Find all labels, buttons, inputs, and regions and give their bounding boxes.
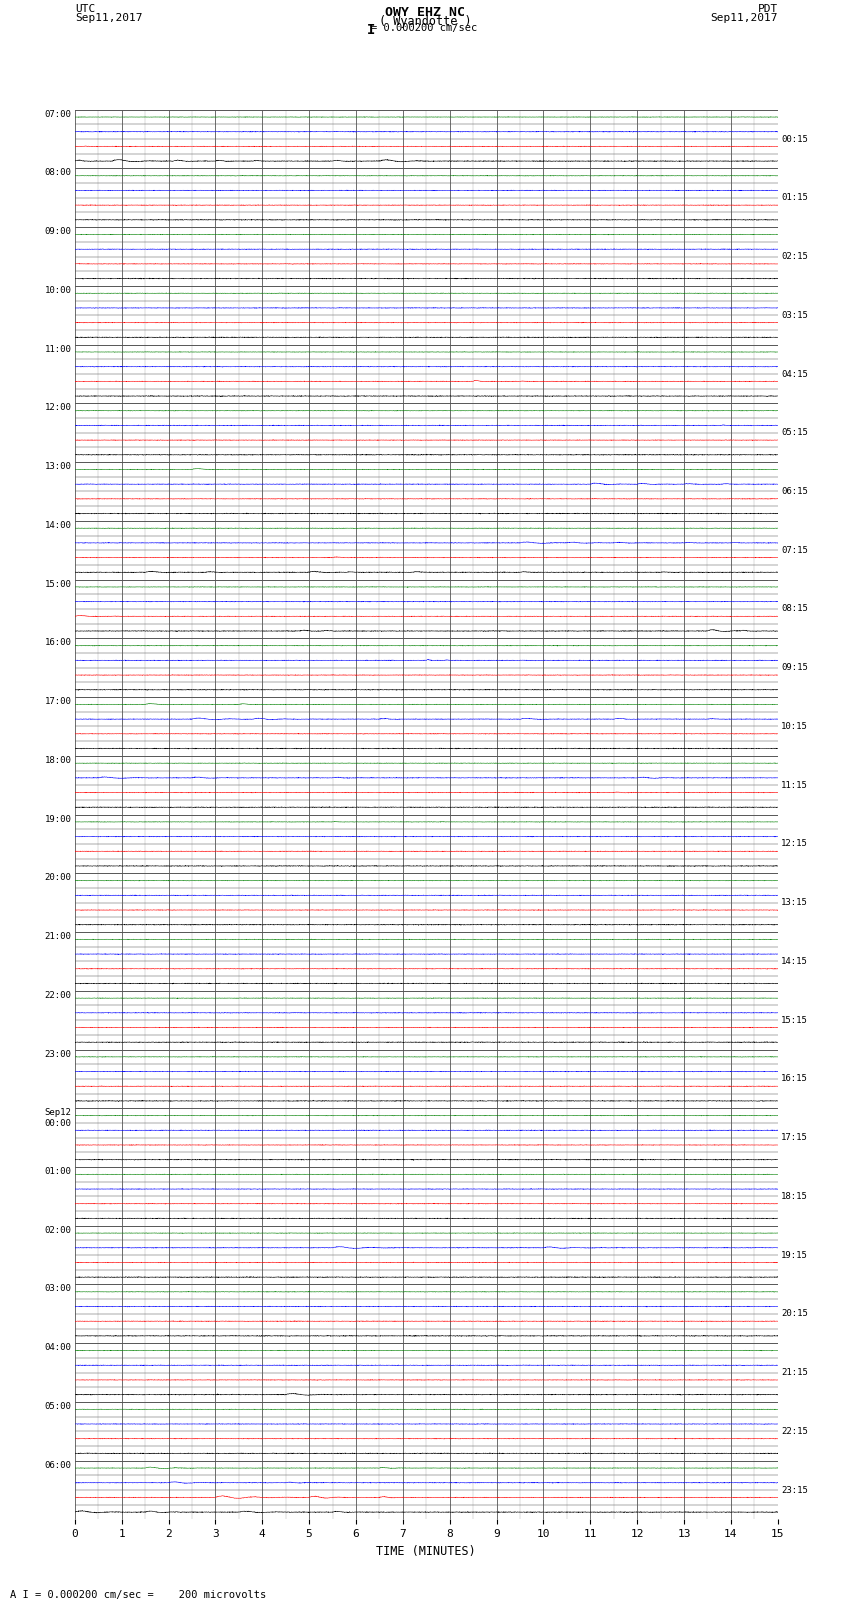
Text: A I = 0.000200 cm/sec =    200 microvolts: A I = 0.000200 cm/sec = 200 microvolts (10, 1590, 266, 1600)
Text: 01:00: 01:00 (44, 1168, 71, 1176)
Text: 23:15: 23:15 (781, 1486, 808, 1495)
Text: 03:00: 03:00 (44, 1284, 71, 1294)
Text: PDT: PDT (757, 5, 778, 15)
Text: Sep11,2017: Sep11,2017 (75, 13, 142, 23)
Text: 08:00: 08:00 (44, 168, 71, 177)
X-axis label: TIME (MINUTES): TIME (MINUTES) (377, 1545, 476, 1558)
Text: 09:15: 09:15 (781, 663, 808, 673)
Text: 11:00: 11:00 (44, 345, 71, 353)
Text: 12:00: 12:00 (44, 403, 71, 413)
Text: 04:15: 04:15 (781, 369, 808, 379)
Text: 07:00: 07:00 (44, 110, 71, 119)
Text: 11:15: 11:15 (781, 781, 808, 790)
Text: 03:15: 03:15 (781, 311, 808, 319)
Text: 05:15: 05:15 (781, 429, 808, 437)
Text: 21:00: 21:00 (44, 932, 71, 940)
Text: 22:00: 22:00 (44, 990, 71, 1000)
Text: 23:00: 23:00 (44, 1050, 71, 1058)
Text: 14:00: 14:00 (44, 521, 71, 529)
Text: = 0.000200 cm/sec: = 0.000200 cm/sec (371, 24, 478, 34)
Text: 19:00: 19:00 (44, 815, 71, 824)
Text: 10:15: 10:15 (781, 723, 808, 731)
Text: 18:00: 18:00 (44, 756, 71, 765)
Text: 09:00: 09:00 (44, 227, 71, 235)
Text: UTC: UTC (75, 5, 95, 15)
Text: 06:15: 06:15 (781, 487, 808, 495)
Text: 01:15: 01:15 (781, 194, 808, 202)
Text: 15:00: 15:00 (44, 579, 71, 589)
Text: 20:15: 20:15 (781, 1310, 808, 1318)
Text: 06:00: 06:00 (44, 1461, 71, 1469)
Text: 18:15: 18:15 (781, 1192, 808, 1200)
Text: 16:15: 16:15 (781, 1074, 808, 1084)
Text: I: I (367, 24, 376, 37)
Text: 07:15: 07:15 (781, 545, 808, 555)
Text: 10:00: 10:00 (44, 286, 71, 295)
Text: 13:15: 13:15 (781, 898, 808, 907)
Text: 16:00: 16:00 (44, 639, 71, 647)
Text: ( Wyandotte ): ( Wyandotte ) (379, 15, 471, 27)
Text: 12:15: 12:15 (781, 839, 808, 848)
Text: 15:15: 15:15 (781, 1016, 808, 1024)
Text: 19:15: 19:15 (781, 1250, 808, 1260)
Text: 17:00: 17:00 (44, 697, 71, 706)
Text: 02:00: 02:00 (44, 1226, 71, 1234)
Text: 04:00: 04:00 (44, 1344, 71, 1352)
Text: Sep12
00:00: Sep12 00:00 (44, 1108, 71, 1127)
Text: 22:15: 22:15 (781, 1428, 808, 1436)
Text: Sep11,2017: Sep11,2017 (711, 13, 778, 23)
Text: 17:15: 17:15 (781, 1134, 808, 1142)
Text: 21:15: 21:15 (781, 1368, 808, 1378)
Text: 20:00: 20:00 (44, 873, 71, 882)
Text: 02:15: 02:15 (781, 252, 808, 261)
Text: 08:15: 08:15 (781, 605, 808, 613)
Text: 05:00: 05:00 (44, 1402, 71, 1411)
Text: 14:15: 14:15 (781, 957, 808, 966)
Text: OWY EHZ NC: OWY EHZ NC (385, 5, 465, 19)
Text: 13:00: 13:00 (44, 461, 71, 471)
Text: 00:15: 00:15 (781, 134, 808, 144)
